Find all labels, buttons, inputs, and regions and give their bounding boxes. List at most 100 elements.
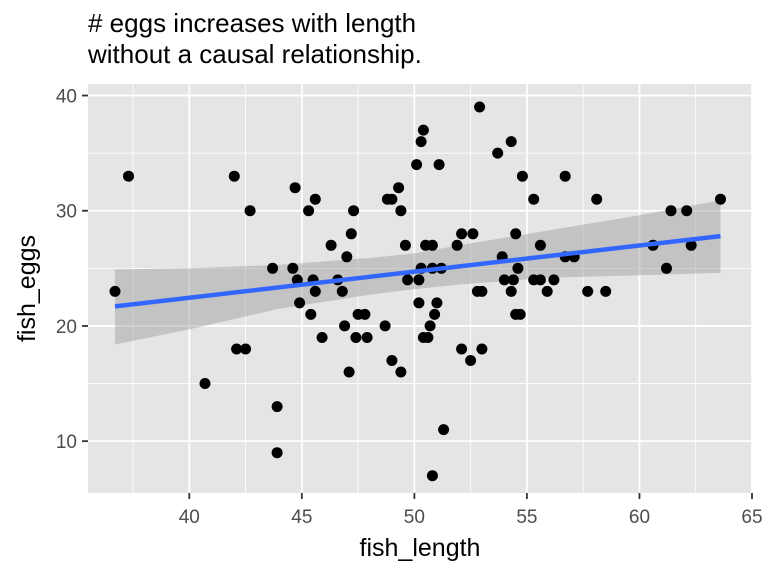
data-point <box>498 274 510 286</box>
data-point <box>305 308 317 320</box>
data-point <box>240 343 252 355</box>
data-point <box>289 182 301 194</box>
x-tick-label: 50 <box>404 507 425 528</box>
data-point <box>350 332 362 343</box>
data-point <box>476 285 488 297</box>
data-point <box>559 170 571 182</box>
data-point <box>433 159 445 171</box>
data-point <box>386 355 398 366</box>
data-point <box>402 274 414 286</box>
data-point <box>395 366 407 378</box>
data-point <box>528 193 540 205</box>
x-tick-label: 60 <box>629 507 650 528</box>
data-point <box>685 239 697 251</box>
y-axis-ticks: 10 20 30 40 <box>56 87 88 453</box>
data-point <box>510 228 522 240</box>
data-point <box>422 332 434 343</box>
x-axis-ticks: 40 45 50 55 60 65 <box>179 493 763 528</box>
data-point <box>359 308 371 320</box>
y-axis-title: fish_eggs <box>13 235 41 342</box>
data-point <box>456 228 468 240</box>
data-point <box>336 285 348 297</box>
data-point <box>415 136 427 148</box>
data-point <box>379 320 391 332</box>
y-tick-label: 20 <box>56 317 77 338</box>
data-point <box>661 262 672 274</box>
data-point <box>267 262 279 274</box>
data-point <box>665 205 677 217</box>
data-point <box>582 285 594 297</box>
data-point <box>287 262 299 274</box>
plot-panel <box>88 84 752 493</box>
data-point <box>426 470 438 482</box>
data-point <box>681 205 693 217</box>
data-point <box>467 228 479 240</box>
y-tick-label: 40 <box>56 87 77 108</box>
data-point <box>228 170 240 182</box>
data-point <box>600 285 612 297</box>
data-point <box>591 193 603 205</box>
data-point <box>309 285 321 297</box>
x-tick-label: 65 <box>741 507 762 528</box>
data-point <box>413 274 425 286</box>
chart-title-line-2: without a causal relationship. <box>88 39 422 69</box>
data-point <box>348 205 360 217</box>
data-point <box>534 274 546 286</box>
data-point <box>309 193 321 205</box>
data-point <box>715 193 726 205</box>
data-point <box>548 274 560 286</box>
data-point <box>505 285 517 297</box>
data-point <box>294 297 306 309</box>
x-tick-label: 40 <box>179 507 200 528</box>
grid-major <box>88 84 753 493</box>
data-point <box>399 239 411 251</box>
data-point <box>341 251 353 263</box>
data-point <box>417 124 429 136</box>
data-point <box>231 343 243 355</box>
data-point <box>325 239 337 251</box>
data-point <box>426 239 438 251</box>
data-point <box>343 366 355 378</box>
regression-line <box>114 233 721 309</box>
data-point <box>516 170 528 182</box>
data-point <box>109 285 121 297</box>
data-point <box>339 320 351 332</box>
data-point <box>413 297 425 309</box>
data-point <box>386 193 398 205</box>
data-point <box>507 274 519 286</box>
chart-title: # eggs increases with length without a c… <box>88 8 422 70</box>
data-point <box>514 308 526 320</box>
data-point <box>395 205 407 217</box>
data-point <box>424 320 436 332</box>
y-tick-label: 10 <box>56 432 77 453</box>
data-point <box>199 378 211 389</box>
data-points <box>109 101 726 482</box>
data-point <box>429 308 441 320</box>
data-point <box>492 147 504 159</box>
data-point <box>465 355 477 366</box>
data-point <box>361 332 373 343</box>
data-point <box>393 182 405 194</box>
x-tick-label: 55 <box>516 507 537 528</box>
data-point <box>123 170 134 182</box>
chart-title-line-1: # eggs increases with length <box>88 8 417 38</box>
data-point <box>411 159 423 171</box>
data-point <box>303 205 315 217</box>
data-point <box>541 285 553 297</box>
data-point <box>316 332 328 343</box>
data-point <box>476 343 488 355</box>
y-tick-label: 30 <box>56 202 77 223</box>
x-axis-title: fish_length <box>360 534 481 562</box>
data-point <box>244 205 256 217</box>
data-point <box>534 239 546 251</box>
data-point <box>271 401 283 413</box>
data-point <box>451 239 463 251</box>
data-point <box>474 101 486 113</box>
data-point <box>438 424 450 436</box>
data-point <box>431 297 443 309</box>
data-point <box>512 262 524 274</box>
data-point <box>456 343 468 355</box>
data-point <box>271 447 283 459</box>
data-point <box>505 136 517 148</box>
